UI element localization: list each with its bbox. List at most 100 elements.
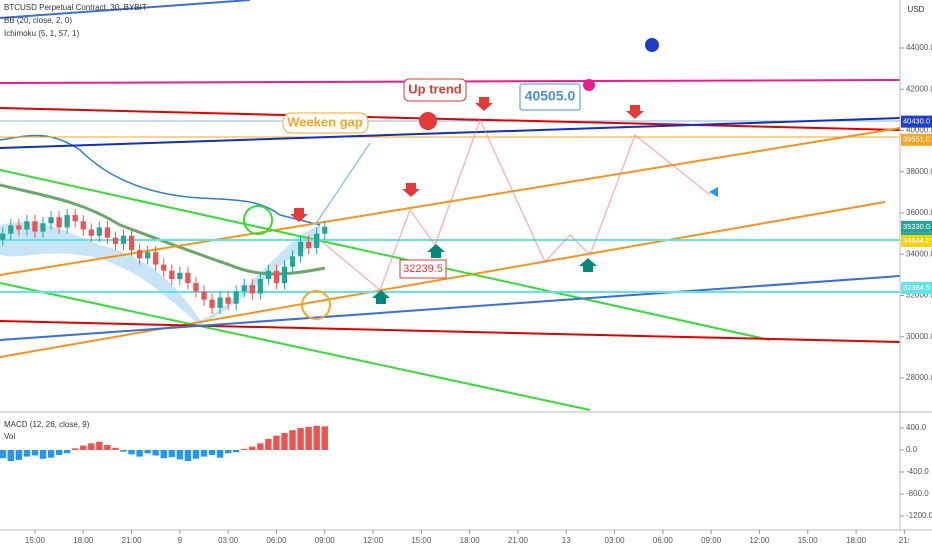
candle-body [265,270,272,279]
annotation-box [399,259,447,279]
candle-body [72,215,78,222]
arrow-up [372,290,390,304]
arrow-down [402,183,420,197]
annotation: Weeken gap [287,114,363,129]
candle-body [112,237,119,244]
price-label-box [901,234,932,247]
arrow-down [290,208,308,222]
macd-bar [232,449,240,453]
macd-bar [23,449,31,457]
x-tick-label: 12:00 [749,536,770,545]
macd-bar [7,449,15,461]
candle-body [128,235,135,251]
macd-bar [168,449,176,458]
macd-bar [136,449,143,457]
trend-line [0,117,901,149]
macd-bar [39,449,47,459]
x-tick-label: 06:00 [266,536,287,545]
candle-body [241,285,247,292]
price-label: 34644.0 [903,236,930,245]
macd-bar [192,449,200,459]
smiley [243,205,273,235]
macd-bar [297,427,304,450]
projection [314,142,371,226]
x-tick-label: 21:00 [508,536,529,545]
candle-body [48,217,54,224]
trend-line [0,282,591,411]
candle-body [120,235,127,244]
candle-body [153,252,159,265]
drawings [0,0,901,411]
candle-body [201,291,207,300]
x-tick-label: 15:00 [25,536,46,545]
macd-bar [200,449,208,457]
macd-bar [265,438,272,450]
macd-bar [104,445,111,450]
candle-body [169,270,175,279]
candle-body [96,227,102,236]
candle-body [177,272,183,279]
icon [583,79,595,91]
y-tick-label: 32000.0 [906,291,932,300]
y-tick-label: -1200.0 [906,511,932,520]
candle-body [314,233,320,249]
x-tick-label: 09:00 [701,536,722,545]
macd-bar [208,449,216,455]
indicator-label: Vol [4,432,15,441]
indicator-label: Ichimoku (5, 1, 57, 1) [4,29,79,38]
price-label: 40430.0 [903,117,930,126]
price-label-box [901,220,932,233]
price-label: 35330.0 [903,222,930,231]
candle-body [32,221,38,232]
candle-body [64,215,70,228]
arrow-up [427,244,445,258]
x-tick-label: 03:00 [605,536,626,545]
candle-body [289,256,296,267]
x-tick-label: 9 [178,536,183,545]
candle-body [8,225,14,234]
candle-body [233,291,239,304]
price-label: 39551.0 [903,135,930,144]
currency: USD [908,5,925,14]
candle-body [217,297,223,308]
macd-bar [152,449,159,456]
y-tick-label: 28000.0 [906,373,932,382]
price-label-box [901,281,932,294]
x-tick-label: 15:00 [411,536,432,545]
bb-line [0,134,321,226]
macd-bar [0,449,6,459]
trend-line [0,107,901,131]
x-tick-label: 18:00 [73,536,94,545]
chart-title: BTCUSD Perpetual Contract, 30, BYBIT [4,3,147,12]
annotation-box [403,78,467,102]
macd-bar [216,449,224,458]
y-tick-label: 42000.0 [906,84,932,93]
macd-bar [184,449,192,461]
smiley [301,290,331,320]
y-tick-label: 44000.0 [906,43,932,52]
x-tick-label: 21:00 [122,536,143,545]
macd-bar [71,448,79,450]
candle-body [145,252,151,259]
arrows [290,38,718,304]
macd-bar [128,449,135,455]
macd-bar [88,443,95,450]
macd-bar [31,449,39,456]
candle-body [322,226,328,234]
candle-body [249,285,255,294]
candle-body [209,299,215,308]
icon [645,38,659,52]
macd-bar [241,448,248,450]
macd-bar [321,426,328,450]
annotation: 40505.0 [525,88,576,104]
x-tick-label: 15:00 [798,536,819,545]
candle-body [193,283,199,292]
macd-bar [144,449,151,454]
annotation: Up trend [408,81,462,96]
macd-bar [305,426,312,450]
arrow-left [709,187,718,197]
macd-bar [80,445,87,450]
macd-bar [249,446,256,450]
candle-body [297,241,304,257]
macd-bar [313,425,320,450]
